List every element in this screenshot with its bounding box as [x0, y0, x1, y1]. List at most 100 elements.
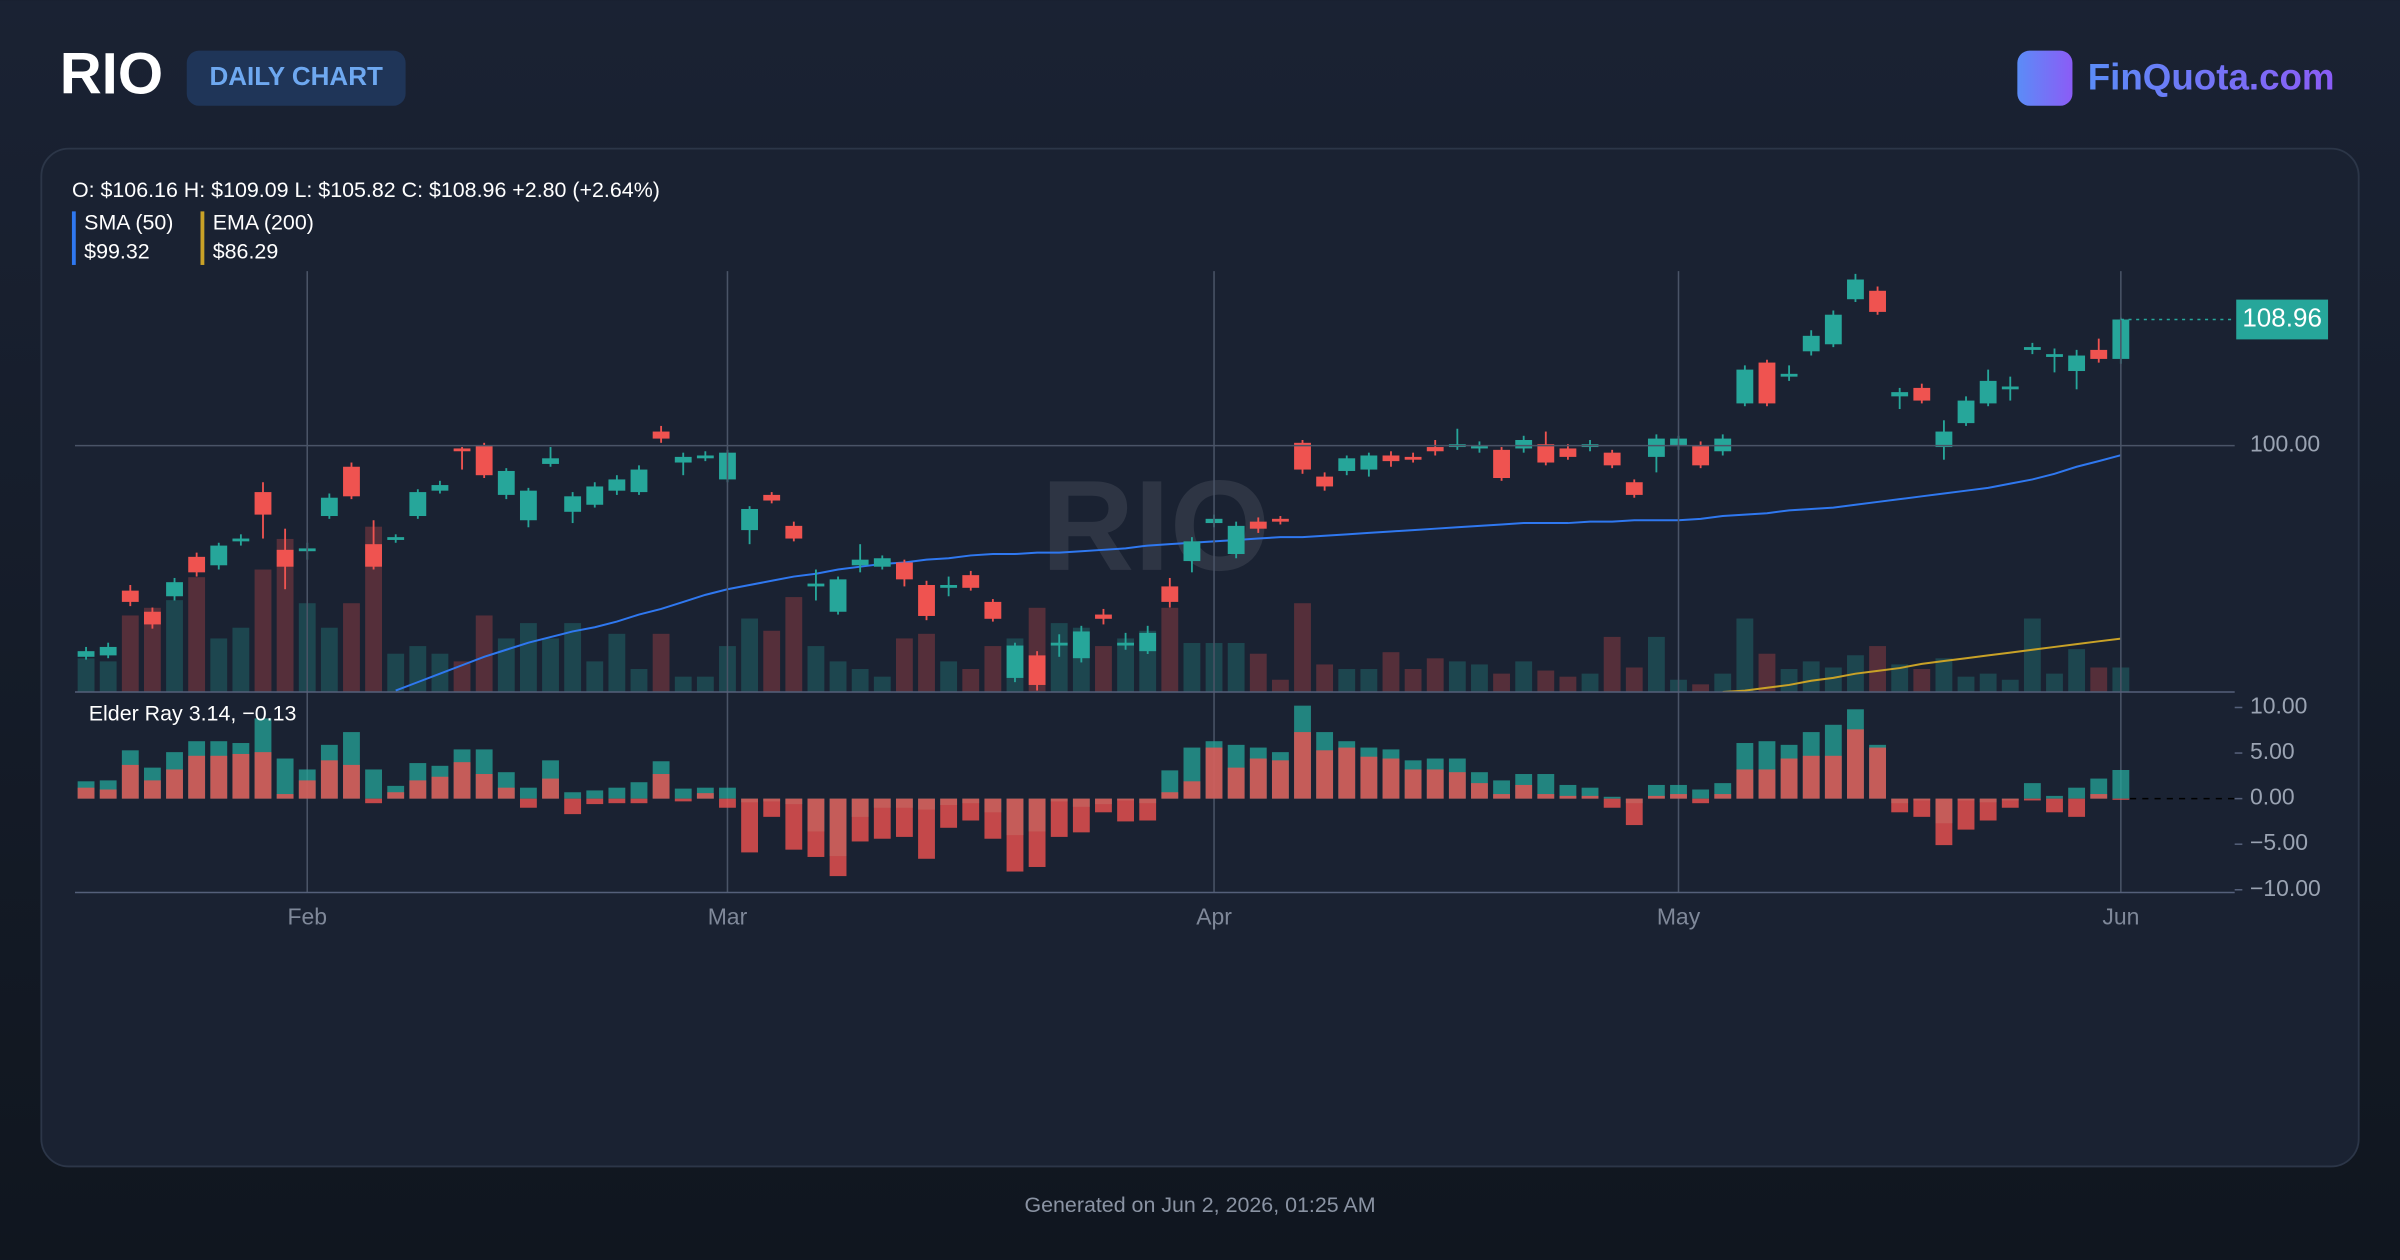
candle-body — [1736, 369, 1754, 404]
volume-bar — [1161, 607, 1179, 692]
candle-body — [2001, 386, 2019, 390]
candle-body — [1559, 448, 1577, 457]
legend-name: SMA (50) — [84, 210, 173, 234]
candle-body — [143, 611, 161, 625]
candle-body — [1382, 455, 1400, 462]
volume-bar — [1736, 618, 1754, 692]
volume-bar — [1271, 679, 1289, 692]
candle-body — [1869, 290, 1886, 312]
bear-power-bar — [984, 798, 1002, 839]
bear-power-bar — [1095, 798, 1112, 813]
bear-power-bar — [1869, 747, 1886, 799]
volume-bar — [1493, 673, 1510, 692]
volume-bar — [542, 638, 559, 692]
bear-power-bar — [763, 798, 781, 817]
bear-power-bar — [940, 798, 958, 828]
y-tick-label: 0.00 — [2250, 784, 2295, 810]
bull-power-bar — [1647, 784, 1665, 799]
bear-power-bar — [895, 798, 913, 837]
bear-power-bar — [1050, 798, 1068, 837]
candle-body — [1006, 645, 1024, 678]
volume-bar — [453, 661, 471, 692]
bear-power-bar — [807, 798, 825, 857]
bear-power-bar — [188, 755, 206, 799]
bear-power-bar — [1006, 798, 1024, 872]
volume-bar — [630, 669, 648, 692]
bear-power-bar — [1360, 756, 1378, 799]
volume-bar — [1117, 638, 1134, 692]
bear-power-bar — [1117, 798, 1134, 822]
candle-body — [409, 492, 427, 517]
volume-bar — [210, 638, 228, 692]
candle-body — [166, 582, 183, 597]
bear-power-bar — [873, 798, 891, 839]
candle-body — [188, 556, 206, 573]
candle-body — [1426, 447, 1444, 452]
bear-power-bar — [1957, 798, 1975, 830]
bear-power-bar — [564, 798, 582, 815]
candle-body — [763, 494, 781, 501]
bear-power-bar — [166, 769, 183, 799]
bear-power-bar — [1316, 750, 1334, 799]
bear-power-bar — [1824, 755, 1842, 799]
bear-power-bar — [365, 798, 383, 804]
bear-power-bar — [1802, 755, 1820, 799]
footer: Generated on Jun 2, 2026, 01:25 AM — [1024, 1193, 1375, 1217]
bear-power-bar — [1493, 794, 1510, 799]
bear-power-bar — [77, 787, 95, 799]
y-tick-label: −10.00 — [2250, 875, 2321, 901]
candle-body — [1625, 482, 1643, 495]
badge-bg — [186, 50, 406, 106]
bear-power-bar — [1271, 760, 1289, 799]
candle-body — [2090, 349, 2108, 359]
legend-value: $99.32 — [84, 239, 149, 263]
bear-power-bar — [741, 798, 758, 853]
x-tick-label: Mar — [708, 904, 748, 930]
brand-logo — [2017, 50, 2073, 106]
volume-bar — [1360, 669, 1378, 692]
bear-power-bar — [232, 753, 250, 799]
candle-body — [2068, 355, 2086, 372]
bull-power-bar — [365, 769, 383, 799]
candle-body — [77, 651, 95, 657]
bear-power-bar — [696, 793, 714, 799]
candle-body — [320, 497, 338, 517]
bull-power-bar — [2068, 787, 2086, 799]
volume-bar — [1824, 667, 1842, 692]
bear-power-bar — [121, 764, 139, 799]
bear-power-bar — [829, 798, 847, 877]
candle-body — [1603, 452, 1621, 466]
volume-bar — [1758, 653, 1776, 692]
y-tick-label: 10.00 — [2250, 693, 2307, 719]
volume-bar — [586, 661, 604, 692]
indicator-line — [1722, 637, 2121, 692]
volume-bar — [1095, 646, 1112, 692]
candle-body — [608, 479, 626, 491]
volume-bar — [873, 676, 891, 692]
volume-bar — [763, 630, 781, 692]
volume-bar — [1515, 661, 1533, 692]
candle-body — [1780, 373, 1798, 377]
volume-bar — [741, 618, 758, 692]
volume-bar — [1316, 664, 1334, 692]
volume-bar — [807, 646, 825, 692]
volume-bar — [166, 600, 183, 692]
bear-power-bar — [1382, 758, 1400, 799]
bear-power-bar — [1448, 772, 1466, 799]
volume-bar — [829, 661, 847, 692]
volume-bar — [1448, 661, 1466, 692]
bear-power-bar — [143, 780, 161, 799]
candle-body — [475, 445, 493, 476]
volume-bar — [1227, 643, 1245, 692]
bull-power-bar — [696, 787, 714, 799]
brand: FinQuota.com — [2088, 56, 2335, 97]
bear-power-bar — [254, 752, 272, 799]
bull-power-bar — [1537, 774, 1555, 799]
candle-body — [1647, 438, 1665, 457]
volume-bar — [1957, 676, 1975, 692]
bear-power-bar — [719, 798, 736, 808]
bear-power-bar — [1847, 729, 1864, 799]
volume-bar — [1471, 664, 1488, 692]
bear-power-bar — [851, 798, 869, 842]
